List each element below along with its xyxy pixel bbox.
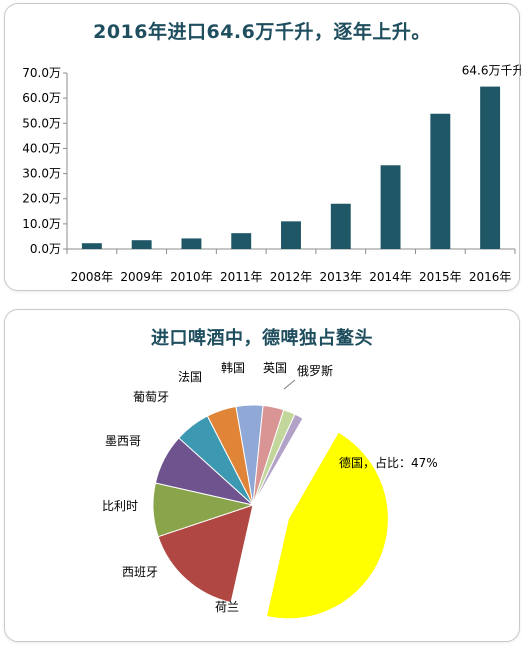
- x-tick-label: 2014年: [369, 270, 412, 284]
- bar: [231, 233, 252, 249]
- bar: [480, 86, 501, 249]
- bar: [380, 165, 401, 249]
- x-tick-label: 2010年: [170, 270, 213, 284]
- pie-slice-label: 西班牙: [122, 565, 158, 579]
- bar-chart: 0.0万 10.0万 20.0万 30.0万 40.0万 50.0万 60.0万 70.0万 2…: [22, 64, 521, 284]
- pie-slice-label: 俄罗斯: [297, 364, 333, 378]
- y-tick-label: 40.0万: [22, 141, 61, 155]
- pie-slice-label: 比利时: [102, 499, 138, 513]
- y-tick-label: 70.0万: [22, 66, 61, 80]
- pie-slice-label: 德国，占比：47%: [339, 455, 438, 470]
- x-tick-label: 2011年: [220, 270, 263, 284]
- bar-annotation: 64.6万千升: [462, 64, 521, 78]
- x-tick-label: 2015年: [419, 270, 462, 284]
- bar: [181, 238, 202, 249]
- pie-slice: [265, 431, 389, 620]
- bar-chart-title: 2016年进口64.6万千升，逐年上升。: [93, 21, 431, 43]
- x-tick-label: 2008年: [71, 270, 114, 284]
- pie-chart-panel: 进口啤酒中，德啤独占鳌头 德国，占比：47% 荷兰 西班牙 比利时 墨西哥 葡萄牙 法国 韩国…: [4, 309, 520, 642]
- pie-slice-label: 英国: [263, 361, 287, 375]
- y-tick-label: 50.0万: [22, 116, 61, 130]
- y-tick-label: 10.0万: [22, 217, 61, 231]
- pie-slice: [157, 504, 254, 604]
- bar: [131, 240, 152, 249]
- pie-slice-label: 葡萄牙: [133, 390, 169, 404]
- pie-slice-label: 墨西哥: [105, 434, 141, 448]
- bar: [81, 243, 102, 249]
- x-tick-label: 2016年: [469, 270, 512, 284]
- y-tick-label: 60.0万: [22, 91, 61, 105]
- x-tick-label: 2012年: [270, 270, 313, 284]
- bar: [330, 203, 351, 249]
- y-tick-label: 0.0万: [30, 242, 61, 256]
- bar: [281, 221, 301, 249]
- x-tick-label: 2009年: [120, 270, 163, 284]
- pie-slice: [252, 413, 304, 506]
- pie-slice-label: 荷兰: [215, 600, 239, 614]
- x-tick-label: 2013年: [320, 270, 363, 284]
- pie-slice-label: 法国: [178, 370, 202, 384]
- leader-line: [283, 379, 296, 390]
- bar: [430, 113, 451, 249]
- bar-chart-panel: 2016年进口64.6万千升，逐年上升。 0.0万 10.0万 20.0万 30.0万…: [4, 3, 521, 291]
- pie-chart-title: 进口啤酒中，德啤独占鳌头: [151, 328, 373, 349]
- pie-slice-label: 韩国: [221, 360, 245, 375]
- y-tick-label: 20.0万: [22, 192, 61, 206]
- y-tick-label: 30.0万: [22, 167, 61, 181]
